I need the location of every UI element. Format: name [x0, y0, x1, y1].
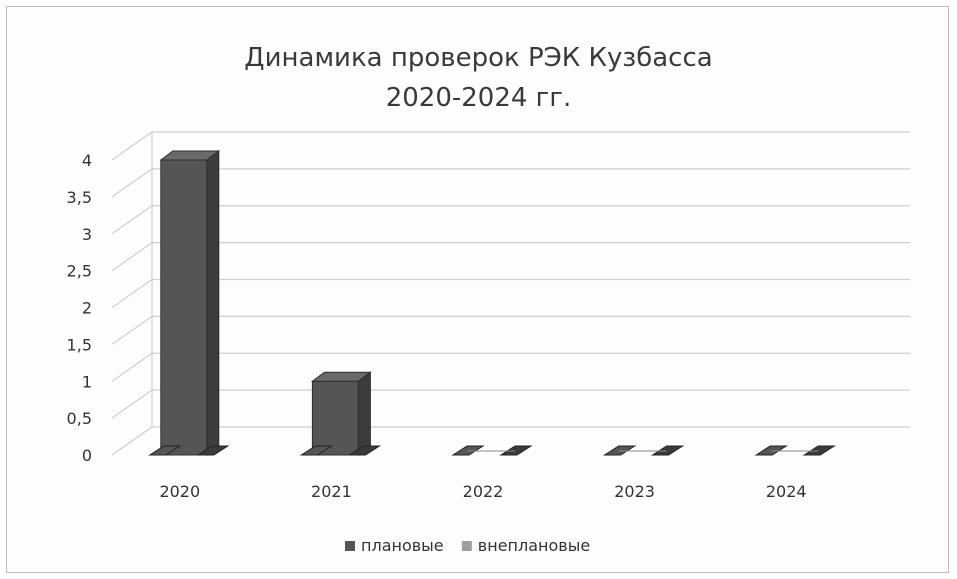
gridlines — [111, 131, 910, 456]
bar-group — [148, 150, 230, 456]
y-tick-label: 0 — [82, 446, 92, 465]
y-tick-label: 2,5 — [67, 262, 92, 281]
bars — [148, 150, 836, 456]
bar-base — [650, 445, 685, 456]
chart-title-block: Динамика проверок РЭК Кузбасса 2020-2024… — [0, 38, 957, 118]
y-axis-ticks: 0 0,5 1 1,5 2 2,5 3 3,5 4 — [67, 151, 92, 465]
x-tick-label: 2022 — [463, 482, 504, 501]
x-tick-label: 2023 — [614, 482, 655, 501]
bar-group — [299, 371, 382, 456]
bar — [160, 159, 208, 456]
x-tick-label: 2021 — [311, 482, 352, 501]
chart-title: Динамика проверок РЭК Кузбасса — [244, 43, 713, 73]
bar-group — [602, 445, 685, 456]
gridline — [111, 242, 910, 272]
legend-swatch — [345, 541, 355, 551]
bar-side — [206, 150, 220, 456]
gridline — [111, 278, 910, 308]
bar-group — [754, 445, 836, 456]
gridline — [111, 205, 910, 235]
legend-label: плановые — [361, 536, 444, 555]
bar-side — [357, 371, 371, 456]
bar-base — [499, 445, 533, 456]
legend-swatch — [461, 541, 472, 551]
bar-group — [451, 445, 533, 456]
gridline — [111, 426, 910, 456]
bar-base — [196, 445, 230, 456]
y-tick-label: 2 — [82, 299, 92, 318]
y-tick-label: 0,5 — [67, 409, 92, 428]
gridline — [111, 315, 910, 345]
bar-base — [299, 445, 334, 456]
bar-base — [148, 445, 182, 456]
gridline — [111, 389, 910, 419]
gridline — [111, 168, 910, 198]
gridline — [111, 352, 910, 382]
x-axis-ticks: 2020 2021 2022 2023 2024 — [159, 482, 806, 501]
y-tick-label: 1 — [82, 372, 92, 391]
legend-label: внеплановые — [478, 536, 590, 555]
bar-base — [347, 445, 382, 456]
chart-subtitle: 2020-2024 гг. — [385, 83, 572, 113]
y-tick-label: 4 — [82, 151, 92, 170]
y-tick-label: 3 — [82, 225, 92, 244]
x-tick-label: 2024 — [766, 482, 807, 501]
x-tick-label: 2020 — [159, 482, 200, 501]
y-tick-label: 1,5 — [67, 335, 92, 354]
bar — [311, 380, 359, 456]
legend: плановые внеплановые — [345, 536, 590, 555]
y-tick-label: 3,5 — [67, 188, 92, 207]
gridline — [111, 131, 910, 161]
bar-base — [802, 445, 836, 456]
chart-walls — [111, 132, 910, 456]
